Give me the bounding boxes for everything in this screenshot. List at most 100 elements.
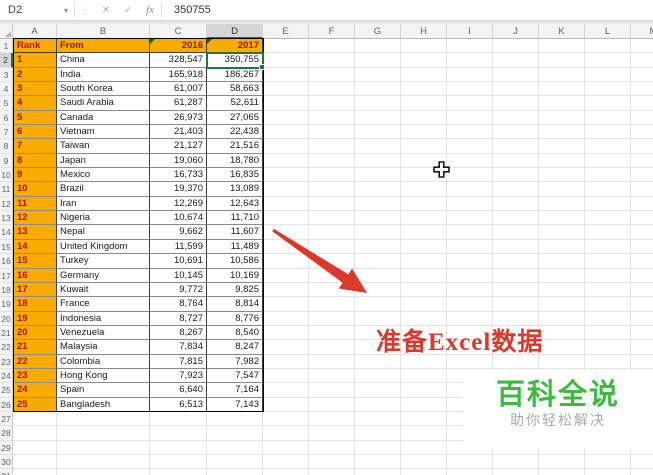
cell-G25[interactable] xyxy=(355,383,401,398)
cell-I13[interactable] xyxy=(447,211,493,226)
cell-L16[interactable] xyxy=(585,254,631,269)
column-header-B[interactable]: B xyxy=(57,24,150,39)
cell-K6[interactable] xyxy=(539,110,585,126)
cell-D5[interactable]: 52,611 xyxy=(207,96,263,111)
column-header-E[interactable]: E xyxy=(263,24,309,39)
cell-K5[interactable] xyxy=(539,96,585,111)
cell-L18[interactable] xyxy=(585,282,631,298)
cell-M2[interactable] xyxy=(631,53,653,68)
cell-J11[interactable] xyxy=(493,182,539,197)
cell-A25[interactable]: 24 xyxy=(13,383,57,398)
cell-B15[interactable]: United Kingdom xyxy=(57,239,150,255)
row-header-13[interactable]: 13 xyxy=(0,211,13,226)
cell-G26[interactable] xyxy=(355,397,401,412)
cell-E24[interactable] xyxy=(263,368,309,384)
row-header-25[interactable]: 25 xyxy=(0,383,13,398)
cell-K19[interactable] xyxy=(539,297,585,312)
cell-E3[interactable] xyxy=(263,67,309,83)
cell-C6[interactable]: 26,973 xyxy=(150,110,207,126)
cell-F23[interactable] xyxy=(309,354,355,369)
cell-C26[interactable]: 6,513 xyxy=(150,397,207,412)
cell-K2[interactable] xyxy=(539,53,585,68)
cell-M23[interactable] xyxy=(631,355,653,369)
cell-J21[interactable] xyxy=(493,325,539,341)
cell-F16[interactable] xyxy=(309,254,355,269)
cell-F28[interactable] xyxy=(309,426,355,441)
column-header-D[interactable]: D xyxy=(207,24,263,39)
cell-B9[interactable]: Japan xyxy=(57,153,150,169)
cell-C16[interactable]: 10,691 xyxy=(150,254,207,269)
cell-G6[interactable] xyxy=(355,110,401,126)
cell-I6[interactable] xyxy=(447,110,493,126)
cell-E8[interactable] xyxy=(263,139,309,154)
cell-C9[interactable]: 19,060 xyxy=(150,153,207,169)
cell-L22[interactable] xyxy=(585,340,631,355)
cell-B23[interactable]: Colombia xyxy=(57,354,150,369)
cell-F15[interactable] xyxy=(309,239,355,255)
cell-K22[interactable] xyxy=(539,340,585,355)
cell-F27[interactable] xyxy=(309,411,355,427)
cell-F31[interactable] xyxy=(309,469,355,475)
cell-H20[interactable] xyxy=(401,311,447,326)
cell-C13[interactable]: 10,674 xyxy=(150,211,207,226)
cell-C22[interactable]: 7,834 xyxy=(150,340,207,355)
row-header-1[interactable]: 1 xyxy=(0,39,13,54)
cell-A28[interactable] xyxy=(13,426,57,441)
cell-C12[interactable]: 12,269 xyxy=(150,196,207,212)
cell-L7[interactable] xyxy=(585,125,631,140)
cell-F21[interactable] xyxy=(309,325,355,341)
cell-H27[interactable] xyxy=(401,411,447,427)
cell-B4[interactable]: South Korea xyxy=(57,82,150,97)
cell-I9[interactable] xyxy=(447,153,493,169)
cell-E18[interactable] xyxy=(263,282,309,298)
cell-I23[interactable] xyxy=(447,354,493,369)
cell-I14[interactable] xyxy=(447,225,493,240)
cell-L31[interactable] xyxy=(585,469,631,475)
cell-G23[interactable] xyxy=(355,354,401,369)
cell-E25[interactable] xyxy=(263,383,309,398)
cell-G3[interactable] xyxy=(355,67,401,83)
cell-J13[interactable] xyxy=(493,211,539,226)
cell-D12[interactable]: 12,643 xyxy=(207,196,263,212)
cell-D2[interactable]: 350,755 xyxy=(207,53,263,68)
cell-M9[interactable] xyxy=(631,154,653,169)
cell-D27[interactable] xyxy=(207,411,263,427)
cell-M1[interactable] xyxy=(631,39,653,54)
cell-E17[interactable] xyxy=(263,268,309,283)
cell-H10[interactable] xyxy=(401,168,447,183)
cell-B18[interactable]: Kuwait xyxy=(57,282,150,298)
cell-C18[interactable]: 9,772 xyxy=(150,282,207,298)
cell-E26[interactable] xyxy=(263,397,309,412)
cell-D26[interactable]: 7,143 xyxy=(207,397,263,412)
cell-K10[interactable] xyxy=(539,168,585,183)
cell-G21[interactable] xyxy=(355,325,401,341)
cell-L8[interactable] xyxy=(585,139,631,154)
cell-E10[interactable] xyxy=(263,168,309,183)
cell-E9[interactable] xyxy=(263,153,309,169)
cell-K11[interactable] xyxy=(539,182,585,197)
cell-D13[interactable]: 11,710 xyxy=(207,211,263,226)
cell-G17[interactable] xyxy=(355,268,401,283)
cell-C23[interactable]: 7,815 xyxy=(150,354,207,369)
row-header-24[interactable]: 24 xyxy=(0,368,13,384)
cell-F4[interactable] xyxy=(309,82,355,97)
cell-A6[interactable]: 5 xyxy=(13,110,57,126)
formula-input[interactable]: 350755 xyxy=(174,4,211,16)
cell-H29[interactable] xyxy=(401,440,447,455)
cell-B17[interactable]: Germany xyxy=(57,268,150,283)
cell-A27[interactable] xyxy=(13,411,57,427)
cell-B8[interactable]: Taiwan xyxy=(57,139,150,154)
cell-G9[interactable] xyxy=(355,153,401,169)
cell-K15[interactable] xyxy=(539,239,585,255)
cell-L19[interactable] xyxy=(585,297,631,312)
cell-I3[interactable] xyxy=(447,67,493,83)
cell-H8[interactable] xyxy=(401,139,447,154)
cell-K30[interactable] xyxy=(539,454,585,470)
row-header-5[interactable]: 5 xyxy=(0,96,13,111)
cell-A24[interactable]: 23 xyxy=(13,368,57,384)
cell-H14[interactable] xyxy=(401,225,447,240)
cell-G16[interactable] xyxy=(355,254,401,269)
cell-I1[interactable] xyxy=(447,39,493,54)
cell-L21[interactable] xyxy=(585,325,631,341)
cell-F29[interactable] xyxy=(309,440,355,455)
